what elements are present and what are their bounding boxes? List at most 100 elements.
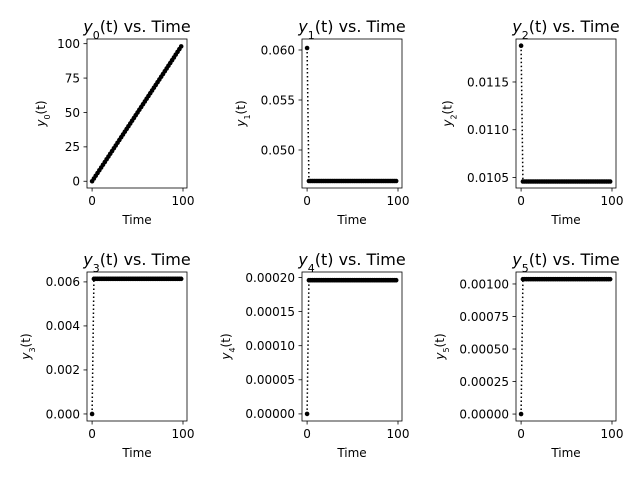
y-axis-label-var: y <box>234 119 248 128</box>
chart-title-subscript: 3 <box>93 262 100 275</box>
y-tick-label: 0.0110 <box>467 123 509 137</box>
data-point <box>178 44 184 49</box>
y-axis-label: y0(t) <box>34 100 52 127</box>
data-point <box>89 411 95 417</box>
y-axis-label-var: y <box>19 352 33 361</box>
x-axis-label: Time <box>550 213 580 227</box>
y-axis-label-rest: (t) <box>440 100 454 114</box>
series-line <box>306 279 397 414</box>
y-tick-label: 0.00000 <box>245 407 295 421</box>
y-axis-label-rest: (t) <box>433 333 447 347</box>
y-tick-label: 0.000 <box>46 407 80 421</box>
y-tick-label: 0.00010 <box>245 339 295 353</box>
y-tick-label: 0.004 <box>46 319 80 333</box>
chart-title-subscript: 0 <box>93 29 100 42</box>
x-tick-label: 100 <box>172 427 195 441</box>
subplot-2: 0 100 0.0105 0.0110 0.0115 Time y2(t) y2(t) vs.… <box>440 17 623 227</box>
chart-title-rest: (t) vs. Time <box>315 17 406 36</box>
x-tick-label: 100 <box>601 194 624 208</box>
y-axis-label: y5(t) <box>433 333 451 360</box>
x-tick-label: 100 <box>601 427 624 441</box>
x-tick-label: 0 <box>517 194 525 208</box>
data-point <box>393 277 399 283</box>
y-tick-label: 0.0105 <box>467 171 509 185</box>
x-axis-label: Time <box>336 446 366 460</box>
axes-frame <box>86 38 188 189</box>
x-axis-label: Time <box>550 446 580 460</box>
y-axis-label-var: y <box>219 352 233 361</box>
y-tick-label: 0.055 <box>261 93 295 107</box>
y-axis-label: y3(t) <box>19 333 37 360</box>
y-tick-label: 25 <box>65 140 80 154</box>
chart-title-subscript: 4 <box>308 262 315 275</box>
x-axis-label: Time <box>121 446 151 460</box>
y-tick-label: 0.00015 <box>245 305 295 319</box>
y-axis-label-subscript: 5 <box>441 347 450 352</box>
y-tick-label: 100 <box>57 37 80 51</box>
y-axis-label-rest: (t) <box>219 333 233 347</box>
y-axis-label: y4(t) <box>219 333 237 360</box>
axes-frame <box>86 271 188 422</box>
y-axis-label: y1(t) <box>234 100 252 127</box>
y-tick-label: 0.002 <box>46 363 80 377</box>
chart-title-var: y <box>511 250 522 269</box>
x-tick-label: 100 <box>172 194 195 208</box>
y-tick-label: 0.006 <box>46 275 80 289</box>
chart-title-var: y <box>297 250 308 269</box>
y-tick-label: 0.00005 <box>245 373 295 387</box>
y-tick-label: 0.00020 <box>245 271 295 285</box>
data-point <box>178 276 184 282</box>
chart-title-rest: (t) vs. Time <box>315 250 406 269</box>
x-tick-label: 0 <box>303 194 311 208</box>
chart-title-subscript: 2 <box>522 29 529 42</box>
series-line <box>306 47 397 182</box>
series-line <box>520 45 611 183</box>
data-point <box>518 411 524 417</box>
chart-title-subscript: 5 <box>522 262 529 275</box>
y-axis-label-subscript: 2 <box>449 114 458 119</box>
data-point <box>304 45 310 51</box>
y-tick-label: 0.0115 <box>467 75 509 89</box>
axes-frame <box>515 271 617 422</box>
data-point <box>304 411 310 417</box>
chart-title: y0(t) vs. Time <box>82 17 190 42</box>
chart-title-var: y <box>82 250 93 269</box>
data-point <box>518 43 524 48</box>
chart-title-rest: (t) vs. Time <box>529 17 620 36</box>
data-point <box>607 179 613 184</box>
y-tick-label: 0.00075 <box>459 310 509 324</box>
axes-frame <box>301 271 403 422</box>
chart-title: y2(t) vs. Time <box>511 17 619 42</box>
x-tick-label: 100 <box>387 194 410 208</box>
series-line <box>91 278 182 414</box>
axes-frame <box>301 38 403 189</box>
chart-title-rest: (t) vs. Time <box>100 17 191 36</box>
y-tick-label: 0.00050 <box>459 342 509 356</box>
y-tick-label: 0.00000 <box>459 407 509 421</box>
y-axis-label-rest: (t) <box>19 333 33 347</box>
chart-title-var: y <box>297 17 308 36</box>
chart-title-rest: (t) vs. Time <box>529 250 620 269</box>
series-line <box>520 278 611 415</box>
y-axis-label-rest: (t) <box>234 100 248 114</box>
x-tick-label: 0 <box>517 427 525 441</box>
chart-title: y3(t) vs. Time <box>82 250 190 275</box>
x-tick-label: 0 <box>303 427 311 441</box>
subplot-5: 0 100 0.00000 0.00025 0.00050 0.00075 0.00100 T… <box>433 250 624 460</box>
data-point <box>393 178 399 184</box>
y-tick-label: 0.00025 <box>459 375 509 389</box>
y-axis-label: y2(t) <box>440 100 458 127</box>
axes-frame <box>515 38 617 189</box>
y-axis-label-subscript: 3 <box>28 347 37 352</box>
chart-title: y4(t) vs. Time <box>297 250 405 275</box>
y-axis-label-var: y <box>34 119 48 128</box>
y-tick-label: 50 <box>65 106 80 120</box>
x-axis-label: Time <box>336 213 366 227</box>
chart-title: y5(t) vs. Time <box>511 250 619 275</box>
x-axis-label: Time <box>121 213 151 227</box>
y-axis-label-subscript: 4 <box>227 347 236 352</box>
